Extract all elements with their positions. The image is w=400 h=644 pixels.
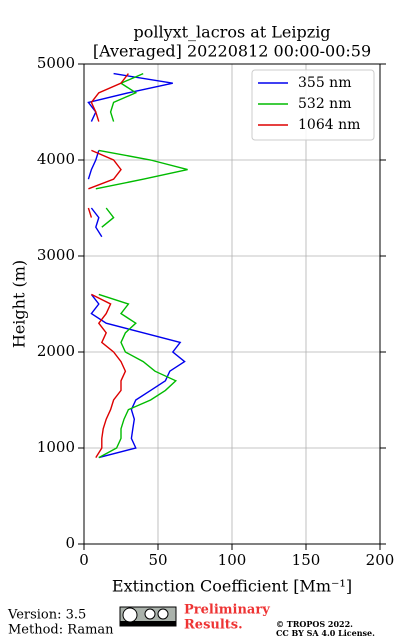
version: Version: 3.5	[7, 608, 86, 623]
legend-label: 532 nm	[298, 96, 351, 112]
copyright: © TROPOS 2022.	[276, 619, 353, 629]
profile-line	[87, 73, 129, 458]
y-tick-label: 1000	[37, 438, 75, 456]
x-tick-label: 150	[292, 551, 321, 569]
method: Method: Raman	[8, 623, 114, 638]
legend-label: 1064 nm	[298, 117, 360, 133]
y-tick-label: 4000	[37, 150, 75, 168]
cc-badge	[119, 606, 177, 627]
x-axis-label: Extinction Coefficient [Mm⁻¹]	[112, 577, 352, 596]
y-tick-label: 3000	[37, 246, 75, 264]
profile-line	[95, 72, 188, 459]
y-tick-label: 0	[65, 534, 75, 552]
notice: Preliminary	[184, 603, 270, 618]
notice: Results.	[184, 618, 243, 633]
y-tick-label: 5000	[37, 54, 75, 72]
legend-box	[251, 69, 375, 141]
plot-frame	[83, 63, 381, 545]
x-tick-label: 0	[79, 551, 89, 569]
x-tick-label: 50	[148, 551, 167, 569]
x-tick-label: 100	[218, 551, 247, 569]
y-axis-label: Height (m)	[10, 260, 29, 348]
chart-subtitle: [Averaged] 20220812 00:00-00:59	[93, 42, 371, 61]
license: CC BY SA 4.0 License.	[276, 628, 375, 638]
profile-line	[87, 72, 186, 459]
legend-label: 355 nm	[298, 75, 351, 91]
y-tick-label: 2000	[37, 342, 75, 360]
x-tick-label: 200	[366, 551, 395, 569]
chart-title: pollyxt_lacros at Leipzig	[133, 23, 330, 42]
